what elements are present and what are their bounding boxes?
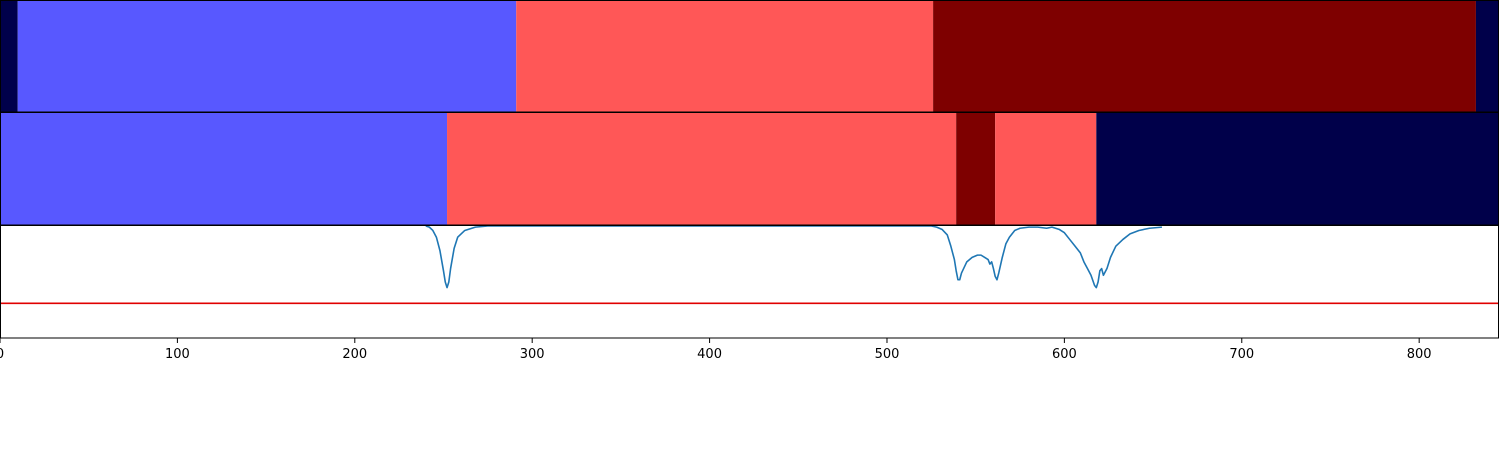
panel-borders	[0, 0, 1499, 339]
segment-row-1	[0, 1, 1499, 112]
x-tick-label-300: 300	[520, 347, 545, 362]
x-tick-label-200: 200	[342, 347, 367, 362]
x-tick-label-0: 0	[0, 347, 4, 362]
segment-2-5	[1096, 113, 1499, 225]
segment-row-2	[0, 113, 1499, 225]
segment-2-4	[995, 113, 1097, 225]
panel-border-3	[0, 225, 1499, 339]
curve-line	[425, 225, 1163, 289]
x-tick-label-100: 100	[165, 347, 190, 362]
segment-1-5	[1475, 1, 1499, 112]
segment-2-3	[956, 113, 996, 225]
x-tick-label-400: 400	[697, 347, 722, 362]
curve-panel	[0, 225, 1499, 305]
x-tick-label-500: 500	[875, 347, 900, 362]
x-tick-label-600: 600	[1052, 347, 1077, 362]
x-tick-label-700: 700	[1229, 347, 1254, 362]
segment-2-2	[447, 113, 957, 225]
segment-1-2	[17, 1, 517, 112]
x-tick-label-800: 800	[1407, 347, 1432, 362]
x-axis: 0 100 200 300 400 500 600 700 800	[0, 338, 1432, 362]
segment-1-3	[516, 1, 934, 112]
segment-1-1	[0, 1, 18, 112]
segment-2-1	[0, 113, 448, 225]
segment-1-4	[933, 1, 1476, 112]
